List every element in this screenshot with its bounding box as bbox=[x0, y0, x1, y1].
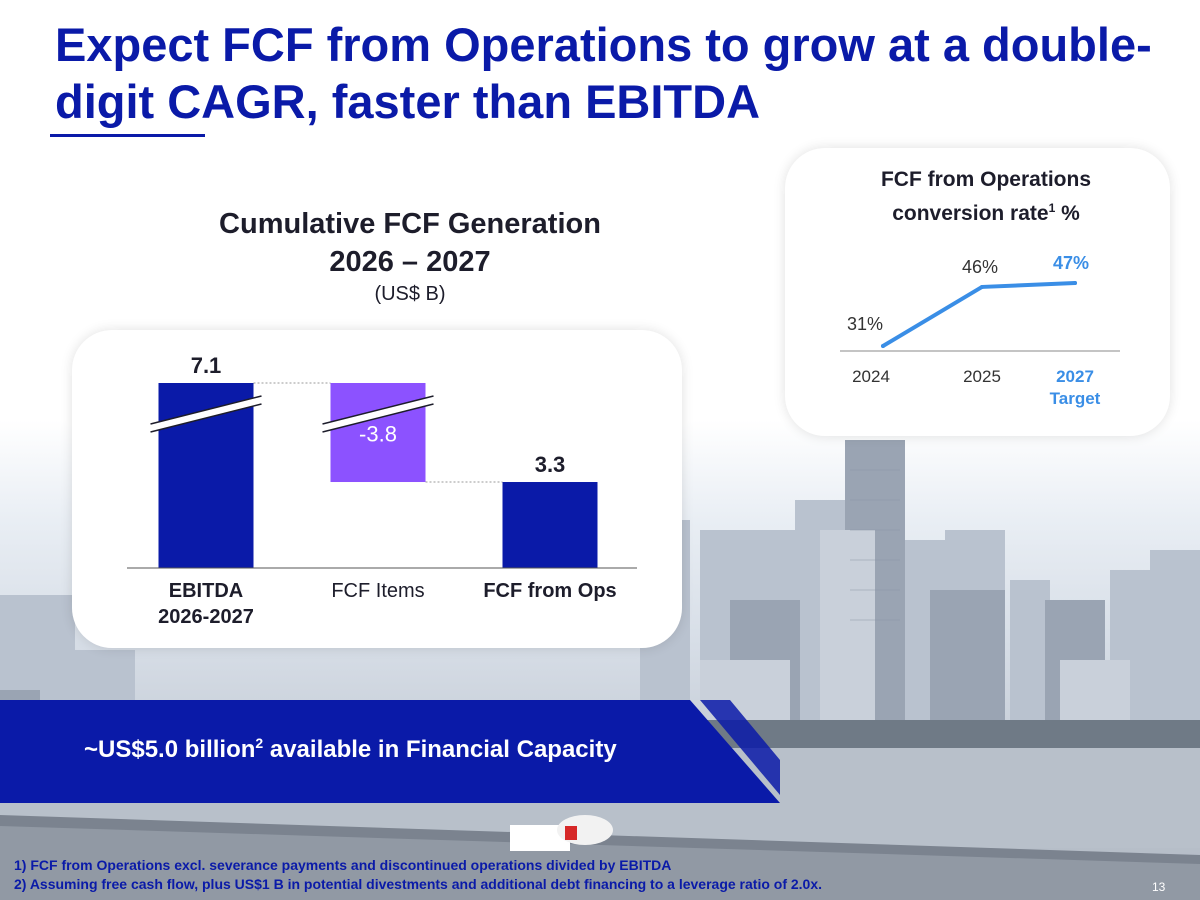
line-point-0 bbox=[881, 344, 885, 348]
footnote-1: 1) FCF from Operations excl. severance p… bbox=[14, 857, 672, 873]
banner-text-amount: ~US$5.0 billion bbox=[84, 736, 256, 763]
waterfall-chart: 7.1 -3.8 3.3 EBITDA 2026-2027 FCF Items FCF fr… bbox=[127, 353, 637, 628]
banner-text-rest: available in Financial Capacity bbox=[263, 736, 617, 763]
line-data-label-1: 46% bbox=[962, 257, 998, 277]
line-category-label-2: 2027 Target bbox=[1050, 367, 1101, 408]
waterfall-category-label-2: FCF from Ops bbox=[483, 580, 616, 602]
line-category-label-0: 2024 bbox=[852, 367, 890, 386]
footnotes: 1) FCF from Operations excl. severance p… bbox=[14, 856, 1014, 894]
waterfall-data-label-0: 7.1 bbox=[191, 353, 222, 378]
waterfall-unit-label: (US$ B) bbox=[374, 283, 446, 305]
conversion-title-line-1: FCF from Operations bbox=[880, 168, 1091, 191]
axis-break-gap-1 bbox=[321, 396, 435, 432]
conversion-title-text: conversion rate bbox=[892, 202, 1049, 225]
page-number: 13 bbox=[1152, 880, 1166, 894]
waterfall-chart-title: Cumulative FCF Generation 2026 – 2027 bbox=[110, 205, 710, 281]
axis-break-line-a-1 bbox=[322, 395, 434, 425]
conversion-line-chart: 31% 46% 47% 2024 2025 2027 Target bbox=[840, 253, 1120, 408]
axis-break-line-a-0 bbox=[150, 395, 262, 425]
footnote-ref-2: 2 bbox=[255, 735, 264, 751]
line-category-label-1: 2025 bbox=[963, 367, 1001, 386]
waterfall-title-line-1: Cumulative FCF Generation bbox=[219, 208, 601, 240]
line-data-label-0: 31% bbox=[847, 314, 883, 334]
conversion-chart-card bbox=[785, 148, 1170, 436]
axis-break-line-b-0 bbox=[150, 403, 262, 433]
line-series-conversion bbox=[881, 281, 1077, 348]
conversion-chart-title: FCF from Operations conversion rate1 % bbox=[828, 166, 1144, 228]
conversion-title-line-2: conversion rate1 % bbox=[828, 194, 1144, 228]
waterfall-bar-1 bbox=[330, 383, 426, 483]
waterfall-title-line-2: 2026 – 2027 bbox=[329, 246, 491, 278]
waterfall-category-label-1: FCF Items bbox=[331, 580, 424, 602]
axis-break-gap-0 bbox=[149, 396, 263, 432]
line-point-1 bbox=[980, 284, 984, 289]
footnote-ref-1: 1 bbox=[1048, 201, 1056, 215]
axis-break-line-b-1 bbox=[322, 403, 434, 433]
financial-capacity-banner bbox=[0, 700, 780, 803]
waterfall-data-label-1: -3.8 bbox=[359, 422, 397, 447]
page-title: Expect FCF from Operations to grow at a … bbox=[55, 18, 1152, 128]
waterfall-data-label-2: 3.3 bbox=[535, 452, 566, 477]
title-underline bbox=[50, 134, 205, 137]
footnote-2: 2) Assuming free cash flow, plus US$1 B … bbox=[14, 876, 823, 892]
financial-capacity-text: ~US$5.0 billion2 available in Financial … bbox=[84, 735, 617, 764]
waterfall-category-label-0: EBITDA 2026-2027 bbox=[158, 580, 254, 628]
line-data-label-2: 47% bbox=[1053, 253, 1089, 273]
line-point-2 bbox=[1073, 281, 1077, 285]
conversion-title-percent: % bbox=[1055, 202, 1080, 225]
waterfall-bar-2 bbox=[502, 482, 598, 568]
